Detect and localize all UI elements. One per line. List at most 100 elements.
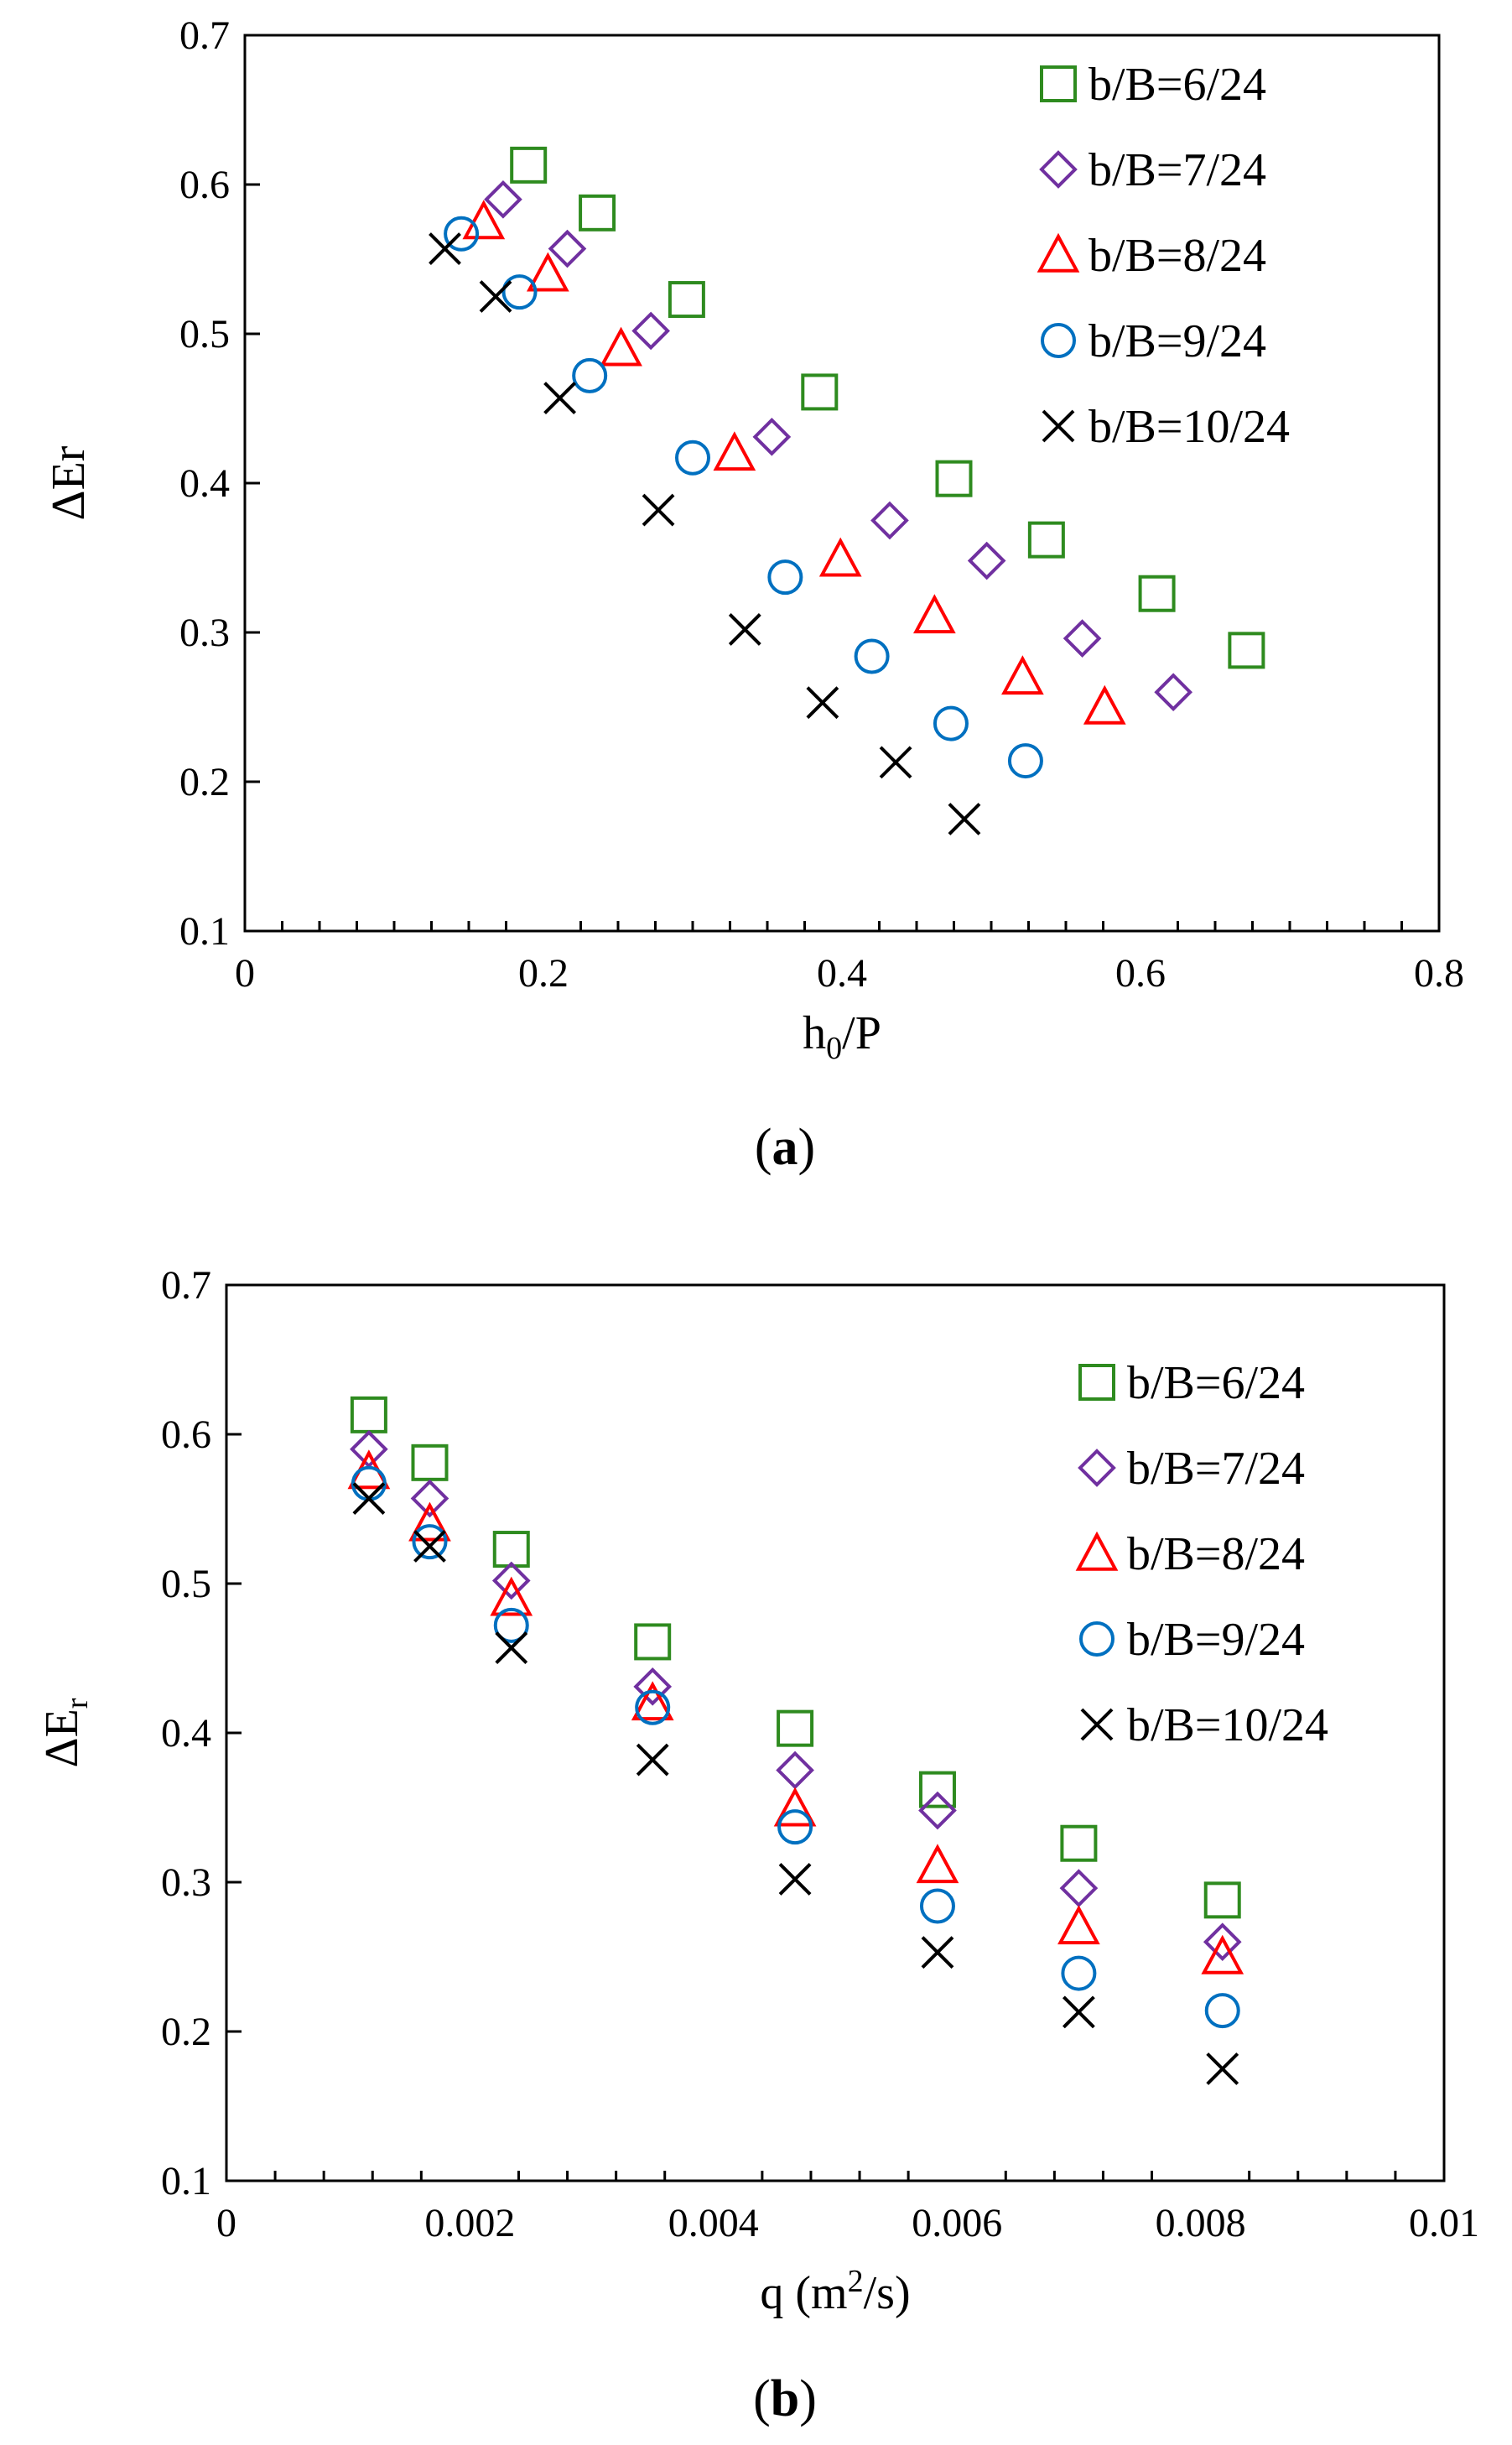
data-point-square <box>777 1709 814 1747</box>
data-point-cross <box>543 382 576 414</box>
legend-marker-diamond <box>1078 1449 1116 1487</box>
data-point-cross <box>642 493 675 527</box>
data-point-cross <box>1062 1995 1095 2029</box>
data-point-triangle <box>773 1787 817 1827</box>
legend-label: b/B=8/24 <box>1127 1528 1305 1580</box>
legend-marker-triangle <box>1037 232 1080 273</box>
chart-a-panel-open: ( <box>755 1119 772 1176</box>
data-point-cross <box>948 803 981 835</box>
chart-a-panel-label: (a) <box>755 1119 815 1176</box>
x-tick-label: 0.4 <box>817 951 867 996</box>
legend-label: b/B=8/24 <box>1089 230 1266 282</box>
data-point-square <box>1027 521 1065 559</box>
legend-label: b/B=9/24 <box>1127 1614 1305 1666</box>
data-point-square <box>350 1396 387 1433</box>
data-point-diamond <box>410 1479 449 1518</box>
y-tick-label: 0.7 <box>161 1263 211 1308</box>
data-point-square <box>634 1623 672 1661</box>
series-s7 <box>484 179 1192 712</box>
chart-a-ylabel: ΔEr <box>43 445 95 520</box>
legend-label: b/B=9/24 <box>1089 315 1266 367</box>
chart-b-panel-open: ( <box>753 2370 771 2427</box>
y-tick-label: 0.4 <box>161 1711 211 1756</box>
chart-a-marks <box>429 146 1265 835</box>
legend-marker-circle <box>1041 323 1076 358</box>
data-point-circle <box>675 440 710 476</box>
data-point-circle <box>572 357 608 393</box>
data-point-cross <box>352 1482 386 1515</box>
legend-label: b/B=6/24 <box>1089 59 1266 111</box>
x-tick-label: 0.2 <box>518 951 569 996</box>
y-tick-label: 0.4 <box>179 461 230 506</box>
data-point-circle <box>854 638 890 674</box>
chart-b-tick-labels: 0.1 0.2 0.3 0.4 0.5 0.6 0.7 0 0.002 0.004 0.006 0.0… <box>161 1263 1479 2245</box>
legend-label: b/B=10/24 <box>1127 1699 1328 1751</box>
data-point-triangle <box>631 1681 674 1721</box>
x-tick-label: 0 <box>216 2201 236 2245</box>
chart-a-panel-close: ) <box>798 1119 816 1176</box>
x-tick-label: 0.006 <box>912 2201 1002 2245</box>
chart-b-marks <box>347 1396 1244 2085</box>
data-point-diamond <box>1203 1922 1242 1962</box>
chart-b-ticks <box>226 1283 1397 2182</box>
data-point-square <box>510 146 548 184</box>
x-tick-label: 0 <box>235 951 255 996</box>
data-point-diamond <box>350 1429 388 1469</box>
data-point-diamond <box>1154 673 1192 712</box>
chart-a-xlabel-tail: /P <box>842 1007 881 1059</box>
x-tick-label: 0.6 <box>1115 951 1166 996</box>
y-tick-label: 0.1 <box>179 909 230 954</box>
legend-label: b/B=7/24 <box>1089 144 1266 196</box>
data-point-triangle <box>490 1576 533 1616</box>
chart-b-legend: b/B=6/24 b/B=7/24 b/B=8/24 b/B=9/24 b/B=10/2… <box>1075 1357 1328 1751</box>
data-point-diamond <box>776 1751 814 1790</box>
chart-b-ylabel-main: ΔE <box>36 1709 88 1767</box>
data-point-triangle <box>1057 1905 1100 1945</box>
y-tick-label: 0.5 <box>179 312 230 356</box>
data-point-diamond <box>1059 1869 1099 1907</box>
chart-b-xlabel-main: q (m <box>760 2267 847 2319</box>
data-point-square <box>1138 575 1176 612</box>
data-point-circle <box>1007 743 1043 779</box>
data-point-cross <box>479 280 512 313</box>
data-point-triangle <box>818 537 862 577</box>
legend-marker-cross <box>1080 1708 1114 1741</box>
legend-marker-diamond <box>1039 150 1078 189</box>
y-tick-label: 0.2 <box>179 760 230 804</box>
x-tick-label: 0.8 <box>1414 951 1464 996</box>
legend-label: b/B=7/24 <box>1127 1443 1305 1495</box>
chart-b: 0.1 0.2 0.3 0.4 0.5 0.6 0.7 0 0.002 0.004 0.006 0.0… <box>36 1263 1479 2427</box>
data-point-cross <box>495 1631 528 1664</box>
data-point-square <box>579 194 616 231</box>
chart-b-panel-close: ) <box>799 2370 817 2427</box>
data-point-diamond <box>631 311 670 351</box>
data-point-circle <box>767 559 803 596</box>
data-point-circle <box>1204 1993 1240 2029</box>
data-point-cross <box>778 1863 812 1896</box>
chart-a-panel-letter: a <box>772 1119 798 1176</box>
data-point-circle <box>933 705 969 741</box>
data-point-cross <box>429 232 461 265</box>
chart-a-xlabel-sub: 0 <box>826 1031 842 1066</box>
chart-b-xlabel: q (m2/s) <box>760 2264 910 2319</box>
data-point-diamond <box>870 501 909 540</box>
x-tick-label: 0.002 <box>424 2201 515 2245</box>
data-point-square <box>668 281 705 319</box>
data-point-triangle <box>1201 1934 1244 1974</box>
data-point-cross <box>636 1743 669 1777</box>
chart-a-ticks <box>245 34 1403 933</box>
y-tick-label: 0.7 <box>179 13 230 58</box>
x-tick-label: 0.008 <box>1156 2201 1246 2245</box>
data-point-diamond <box>752 417 792 456</box>
chart-b-ylabel: ΔEr <box>36 1698 95 1767</box>
data-point-diamond <box>491 1561 531 1600</box>
data-point-square <box>1228 632 1265 669</box>
x-tick-label: 0.004 <box>668 2201 759 2245</box>
data-point-circle <box>1061 1955 1097 1991</box>
chart-b-panel-label: (b) <box>753 2370 817 2427</box>
y-tick-label: 0.5 <box>161 1562 211 1606</box>
data-point-cross <box>413 1530 446 1563</box>
chart-a-xlabel: h0/P <box>803 1007 881 1066</box>
data-point-circle <box>444 216 480 252</box>
series-s8 <box>462 200 1126 725</box>
